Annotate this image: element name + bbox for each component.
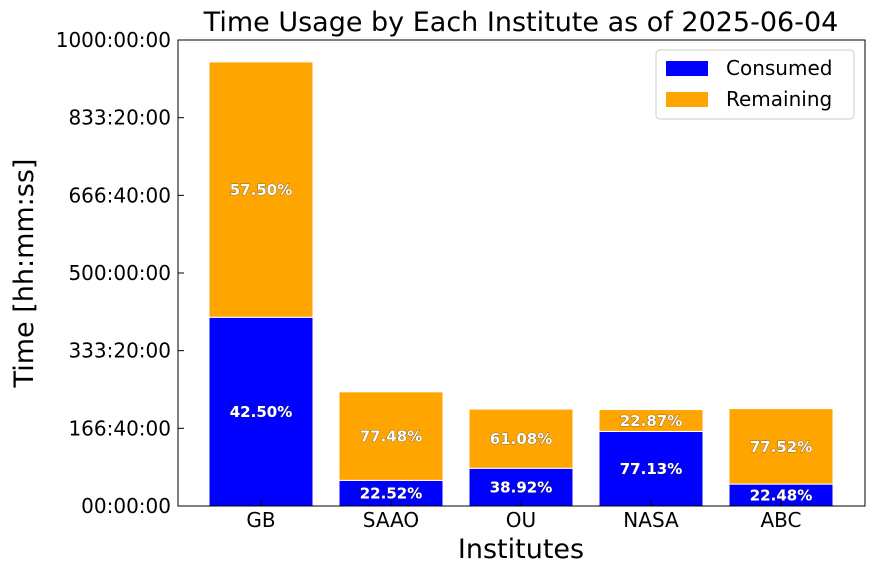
- percent-label-consumed-ou: 38.92%: [490, 479, 552, 497]
- x-tick-label-nasa: NASA: [623, 508, 679, 532]
- percent-label-remaining-gb: 57.50%: [230, 181, 292, 199]
- y-tick-label: 833:20:00: [68, 106, 171, 130]
- percent-label-remaining-abc: 77.52%: [750, 438, 812, 456]
- legend-swatch-remaining: [666, 92, 708, 107]
- legend-label-consumed: Consumed: [726, 56, 832, 80]
- legend-swatch-consumed: [666, 61, 708, 76]
- percent-label-consumed-abc: 22.48%: [750, 487, 812, 505]
- percent-label-remaining-nasa: 22.87%: [620, 412, 682, 430]
- percent-label-consumed-gb: 42.50%: [230, 403, 292, 421]
- y-tick-label: 333:20:00: [68, 339, 171, 363]
- percent-label-consumed-saao: 22.52%: [360, 485, 422, 503]
- x-tick-label-abc: ABC: [760, 508, 801, 532]
- legend: Consumed Remaining: [655, 49, 855, 120]
- y-tick-label: 1000:00:00: [56, 28, 171, 52]
- bar-remaining-gb: [208, 61, 314, 318]
- bar-consumed-nasa: [598, 430, 704, 507]
- percent-labels-group: 42.50% 22.52% 38.92% 77.13% 22.48% 57.50% 77.4…: [229, 181, 812, 505]
- x-tick-label-saao: SAAO: [363, 508, 419, 532]
- percent-label-remaining-ou: 61.08%: [490, 430, 552, 448]
- x-tick-label-gb: GB: [246, 508, 275, 532]
- bar-remaining-abc: [728, 408, 834, 485]
- y-tick-label: 500:00:00: [68, 261, 171, 285]
- percent-label-remaining-saao: 77.48%: [360, 428, 422, 446]
- chart-title: Time Usage by Each Institute as of 2025-…: [203, 7, 839, 38]
- bars-group: [208, 61, 834, 507]
- bar-remaining-saao: [338, 391, 444, 481]
- legend-label-remaining: Remaining: [726, 87, 832, 111]
- percent-label-consumed-nasa: 77.13%: [620, 460, 682, 478]
- bar-consumed-gb: [208, 316, 314, 507]
- x-axis-label: Institutes: [458, 534, 584, 565]
- x-tick-label-ou: OU: [506, 508, 536, 532]
- axes-group: 00:00:00 166:40:00 333:20:00 500:00:00 666:4…: [56, 28, 866, 532]
- bar-remaining-nasa: [598, 409, 704, 432]
- y-axis-label: Time [hh:mm:ss]: [9, 159, 40, 389]
- y-tick-label: 666:40:00: [68, 183, 171, 207]
- bar-remaining-ou: [468, 408, 574, 469]
- y-tick-label: 00:00:00: [81, 494, 171, 518]
- y-tick-label: 166:40:00: [68, 416, 171, 440]
